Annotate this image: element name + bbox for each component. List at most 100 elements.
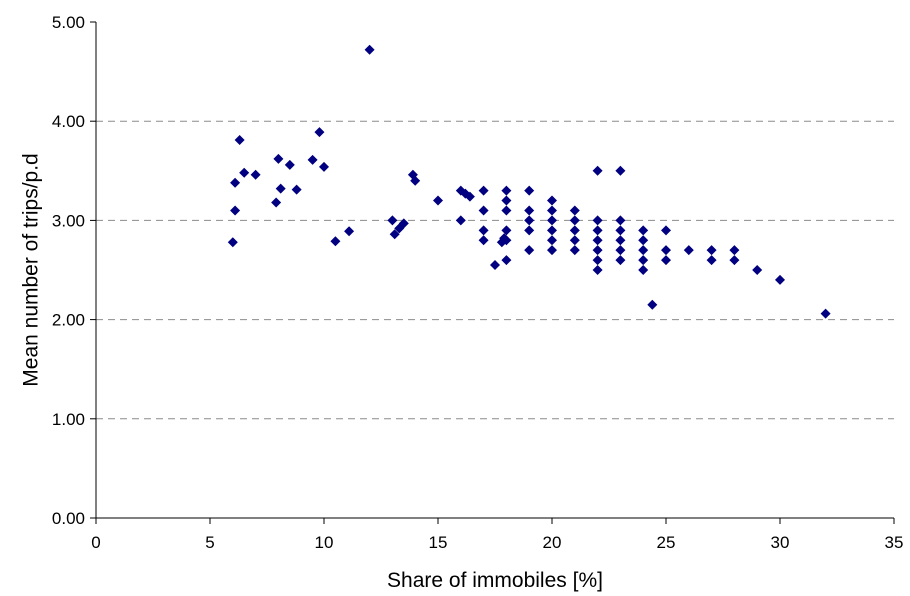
data-point (455, 215, 466, 226)
data-point (410, 175, 421, 186)
data-point (592, 265, 603, 275)
data-point (501, 195, 512, 206)
data-points (227, 44, 831, 319)
data-point (490, 260, 500, 271)
data-point (661, 255, 671, 266)
data-point (615, 255, 626, 266)
data-point (478, 205, 489, 216)
x-tick-label: 30 (771, 533, 790, 552)
data-point (273, 153, 284, 164)
data-point (820, 308, 831, 319)
data-point (661, 225, 671, 236)
data-point (638, 255, 649, 266)
data-point (592, 165, 603, 176)
data-point (592, 225, 603, 236)
data-point (569, 215, 580, 226)
x-tick-label: 35 (885, 533, 904, 552)
data-point (547, 215, 557, 226)
data-point (524, 205, 535, 216)
tick-marks (90, 21, 895, 524)
data-point (775, 274, 785, 285)
data-point (433, 195, 443, 206)
data-point (524, 215, 535, 226)
data-point (615, 165, 626, 176)
data-point (638, 235, 649, 246)
data-point (478, 235, 489, 246)
data-point (364, 44, 375, 55)
data-point (284, 159, 295, 170)
data-point (319, 161, 329, 172)
data-point (239, 167, 250, 178)
data-point (647, 299, 658, 310)
data-point (615, 235, 626, 246)
x-tick-label: 25 (657, 533, 676, 552)
data-point (592, 245, 603, 256)
data-point (729, 255, 740, 266)
data-point (389, 229, 400, 240)
data-point (464, 191, 475, 202)
gridlines (96, 120, 894, 420)
data-point (501, 205, 512, 216)
y-axis-title: Mean number of trips/p.d (19, 153, 42, 386)
data-point (501, 235, 512, 246)
data-point (683, 245, 694, 256)
data-point (661, 245, 671, 256)
data-point (478, 225, 489, 236)
data-point (291, 184, 302, 195)
data-point (752, 265, 763, 275)
data-point (615, 245, 626, 256)
axes (95, 22, 894, 519)
data-point (227, 237, 238, 248)
data-point (387, 215, 398, 226)
data-point (592, 215, 603, 226)
data-point (592, 255, 603, 266)
data-point (478, 185, 489, 196)
data-point (344, 226, 355, 237)
data-point (638, 265, 649, 275)
data-point (307, 154, 318, 165)
data-point (524, 225, 535, 236)
y-tick-label: 2.00 (52, 311, 85, 330)
data-point (547, 225, 557, 236)
data-point (638, 225, 649, 236)
y-tick-label: 5.00 (52, 13, 85, 32)
data-point (547, 195, 557, 206)
x-tick-label: 5 (205, 533, 214, 552)
data-point (230, 177, 241, 188)
data-point (234, 135, 245, 146)
data-point (592, 235, 603, 246)
data-point (569, 225, 580, 236)
x-tick-label: 10 (315, 533, 334, 552)
x-tick-label: 15 (429, 533, 448, 552)
data-point (569, 245, 580, 256)
data-point (501, 225, 512, 236)
data-point (250, 169, 261, 180)
data-point (501, 185, 512, 196)
tick-labels: 0.00 1.00 2.00 3.00 4.00 5.00 0 5 10 15 20 25 30 35 (52, 13, 904, 552)
data-point (501, 255, 512, 266)
data-point (547, 205, 557, 216)
y-tick-label: 4.00 (52, 112, 85, 131)
x-tick-label: 0 (91, 533, 100, 552)
y-tick-label: 3.00 (52, 211, 85, 230)
data-point (271, 197, 282, 208)
data-point (638, 245, 649, 256)
x-tick-label: 20 (543, 533, 562, 552)
data-point (547, 245, 557, 256)
data-point (729, 245, 740, 256)
data-point (569, 205, 580, 216)
data-point (230, 205, 241, 216)
y-tick-label: 0.00 (52, 509, 85, 528)
data-point (615, 225, 626, 236)
data-point (275, 183, 286, 194)
data-point (524, 185, 535, 196)
data-point (330, 236, 341, 247)
y-tick-label: 1.00 (52, 410, 85, 429)
data-point (398, 218, 409, 229)
data-point (524, 245, 535, 256)
x-axis-title: Share of immobiles [%] (387, 569, 603, 592)
data-point (706, 245, 717, 256)
data-point (547, 235, 557, 246)
data-point (569, 235, 580, 246)
data-point (314, 127, 325, 138)
